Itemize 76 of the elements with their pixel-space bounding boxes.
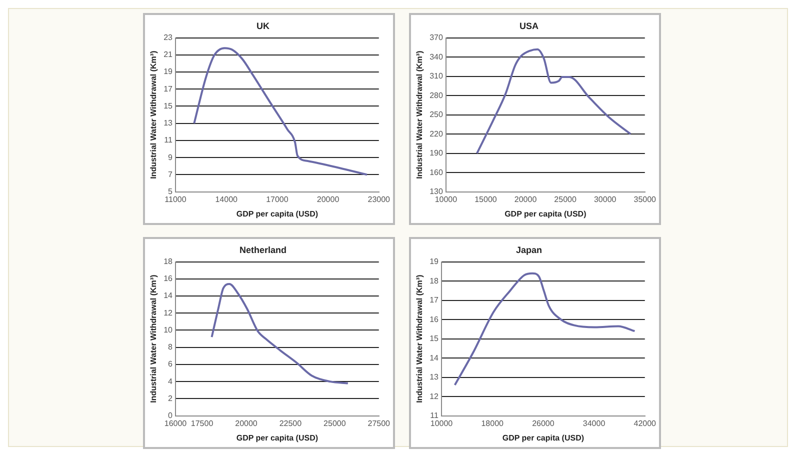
y-tick-label: 130 — [430, 187, 444, 196]
y-axis-title: Industrial Water Withdrawal (Km³) — [149, 50, 158, 179]
x-tick-label: 10000 — [430, 418, 454, 428]
y-tick-label: 15 — [164, 101, 174, 110]
y-tick-label: 11 — [164, 136, 174, 145]
y-tick-label: 310 — [430, 72, 444, 81]
x-tick-label: 23000 — [368, 194, 391, 204]
y-tick-label: 2 — [168, 394, 174, 403]
y-tick-label: 19 — [164, 67, 174, 76]
y-tick-label: 23 — [164, 33, 174, 42]
x-tick-label: 25000 — [324, 418, 346, 428]
y-tick-label: 370 — [430, 33, 444, 42]
y-tick-label: 0 — [168, 411, 174, 420]
x-tick-label: 26000 — [532, 418, 555, 428]
y-tick-label: 190 — [430, 148, 444, 158]
y-tick-label: 16 — [430, 314, 440, 324]
x-tick-label: 34000 — [582, 418, 606, 428]
y-tick-label: 17 — [430, 296, 440, 305]
y-tick-label: 280 — [430, 90, 444, 100]
y-tick-label: 11 — [430, 411, 440, 420]
x-tick-label: 16000 — [164, 418, 188, 428]
chart-title: Japan — [516, 244, 542, 255]
y-tick-label: 9 — [168, 152, 174, 162]
y-tick-label: 15 — [430, 334, 440, 344]
y-tick-label: 18 — [430, 276, 440, 286]
y-tick-label: 12 — [430, 392, 440, 401]
line-series — [193, 47, 368, 176]
x-tick-label: 30000 — [594, 194, 617, 204]
x-axis-title: GDP per capita (USD) — [236, 209, 318, 218]
y-tick-label: 5 — [168, 187, 174, 196]
x-tick-label: 42000 — [634, 418, 657, 428]
x-tick-label: 20000 — [316, 194, 340, 204]
y-tick-label: 17 — [164, 84, 174, 94]
x-tick-label: 22500 — [279, 418, 302, 428]
chart-title: USA — [519, 20, 539, 31]
y-axis-title: Industrial Water Withdrawal (Km³) — [415, 274, 424, 403]
line-series — [210, 283, 349, 384]
y-tick-label: 14 — [164, 291, 174, 300]
y-tick-label: 14 — [430, 353, 440, 362]
y-tick-label: 160 — [430, 168, 444, 177]
x-tick-label: 20000 — [235, 418, 258, 428]
y-tick-label: 13 — [430, 372, 440, 382]
x-axis-title: GDP per capita (USD) — [502, 433, 584, 442]
y-tick-label: 21 — [164, 50, 174, 60]
y-tick-label: 10 — [164, 325, 174, 334]
x-tick-label: 27500 — [368, 418, 391, 428]
chart-title: UK — [256, 20, 270, 31]
y-tick-label: 12 — [164, 308, 174, 318]
y-tick-label: 220 — [430, 129, 444, 138]
x-tick-label: 25000 — [554, 194, 577, 204]
x-tick-label: 14000 — [215, 194, 238, 204]
y-tick-label: 7 — [168, 170, 174, 179]
y-tick-label: 13 — [164, 118, 174, 128]
x-tick-label: 15000 — [474, 194, 498, 204]
y-tick-label: 8 — [168, 342, 174, 352]
x-tick-label: 17000 — [266, 194, 289, 204]
line-series — [476, 48, 632, 154]
y-tick-label: 340 — [430, 52, 444, 62]
y-tick-label: 16 — [164, 274, 174, 284]
y-tick-label: 250 — [430, 110, 444, 120]
x-tick-label: 10000 — [434, 194, 458, 204]
x-tick-label: 35000 — [634, 194, 657, 204]
x-tick-label: 17500 — [190, 418, 214, 428]
y-tick-label: 18 — [164, 257, 174, 266]
y-tick-label: 4 — [168, 376, 174, 386]
chart-title: Netherland — [239, 244, 287, 255]
y-axis-title: Industrial Water Withdrawal (Km³) — [149, 274, 158, 403]
x-tick-label: 11000 — [164, 194, 187, 204]
x-tick-label: 18000 — [481, 418, 504, 428]
y-axis-title: Industrial Water Withdrawal (Km³) — [415, 50, 424, 179]
x-axis-title: GDP per capita (USD) — [504, 209, 587, 218]
x-tick-label: 20000 — [514, 194, 538, 204]
y-tick-label: 6 — [168, 360, 174, 369]
line-series — [454, 272, 636, 386]
x-axis-title: GDP per capita (USD) — [236, 433, 318, 442]
y-tick-label: 19 — [430, 257, 440, 266]
